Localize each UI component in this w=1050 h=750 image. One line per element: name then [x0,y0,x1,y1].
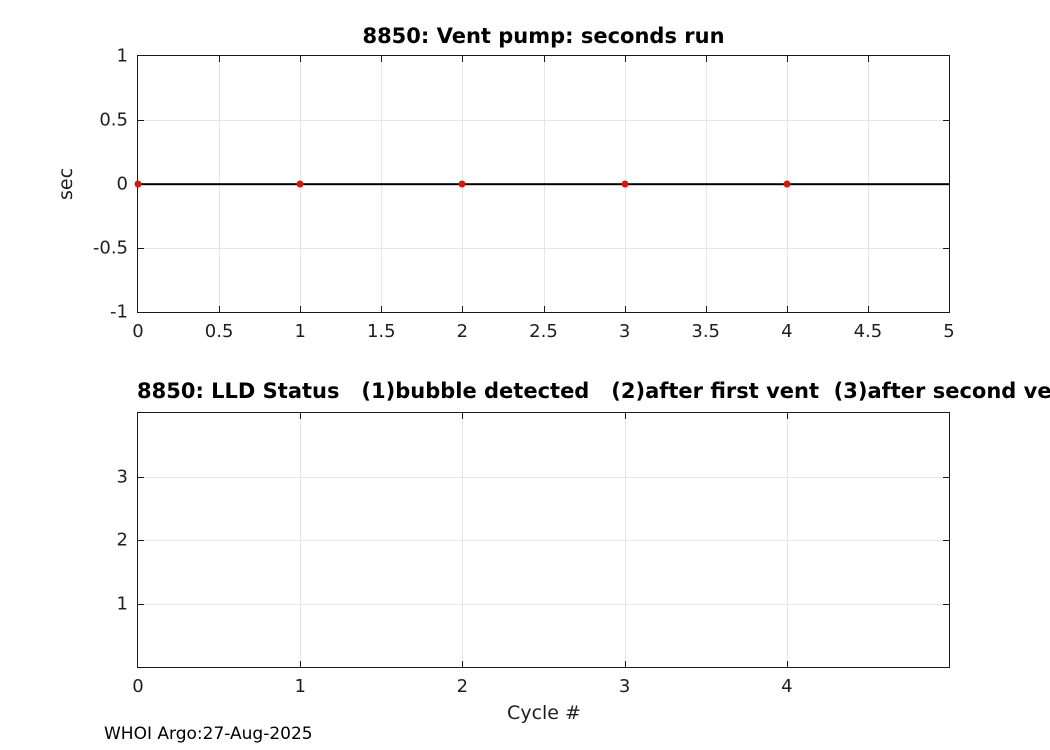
x-tick-mark [867,306,869,312]
footer-datestamp: WHOI Argo:27-Aug-2025 [104,724,313,744]
x-tick-label: 3 [618,321,631,342]
y-tick-label: -0.5 [92,237,128,259]
x-tick-label: 1.5 [366,321,396,342]
horizontal-gridline [138,120,949,121]
x-tick-label: 1 [294,321,306,342]
x-tick-mark [624,306,626,312]
y-tick-mark [138,476,144,478]
y-tick-mark [138,540,144,541]
x-tick-label: 2 [456,321,469,342]
x-tick-label: 0.5 [204,321,234,342]
x-tick-mark [462,56,464,62]
x-tick-mark [462,306,464,312]
lld-status-x-axis-label: Cycle # [507,702,581,724]
x-tick-mark [624,56,626,62]
x-tick-label: 1 [294,676,306,697]
vent-pump-y-axis-label: sec [55,167,77,201]
x-tick-mark [867,56,869,62]
x-tick-label: 4 [781,321,793,342]
y-tick-mark [943,120,949,121]
vent-pump-plot-area: 0 0.5 1 1.5 2 2.5 3 3.5 4 4.5 5 -1 -0.5 0 0.5 1 [93,46,955,343]
x-tick-mark [624,413,626,419]
x-tick-mark [381,306,383,312]
x-tick-mark [786,661,788,667]
x-tick-label: 0 [132,676,144,697]
x-tick-label: 4.5 [853,321,883,342]
horizontal-gridline [138,540,949,541]
x-tick-mark [300,413,302,419]
x-tick-mark [219,306,221,312]
data-point-marker [134,180,142,188]
x-tick-mark [219,56,221,62]
x-tick-label: 4 [781,676,793,697]
horizontal-gridline [138,476,949,478]
data-line [138,183,949,185]
horizontal-gridline [138,603,949,605]
x-tick-mark [705,56,707,62]
x-tick-mark [300,661,302,667]
y-tick-mark [943,248,949,249]
x-tick-label: 2.5 [529,321,558,342]
x-tick-label: 0 [132,321,144,342]
lld-status-chart-title: 8850: LLD Status (1)bubble detected (2)a… [137,379,1050,403]
y-tick-label: -1 [110,301,128,323]
y-tick-mark [943,476,949,478]
x-tick-mark [300,306,302,312]
y-tick-mark [138,120,144,121]
x-tick-mark [543,56,545,62]
y-tick-label: 0.5 [99,109,128,131]
data-point-marker [458,180,466,188]
vent-pump-chart-title: 8850: Vent pump: seconds run [362,24,725,48]
x-tick-mark [786,56,788,62]
x-tick-label: 2 [456,676,469,697]
y-tick-label: 1 [116,593,128,614]
x-tick-label: 5 [943,321,955,342]
y-tick-mark [943,603,949,605]
y-tick-label: 1 [116,45,128,67]
x-tick-mark [543,306,545,312]
x-tick-label: 3 [618,676,631,697]
x-tick-mark [786,306,788,312]
x-tick-mark [786,413,788,419]
y-tick-label: 2 [116,529,128,551]
x-tick-mark [462,661,464,667]
y-tick-mark [138,603,144,605]
data-point-marker [296,180,304,188]
x-tick-mark [300,56,302,62]
x-tick-mark [381,56,383,62]
y-tick-label: 0 [116,173,128,195]
x-tick-label: 3.5 [691,321,721,342]
y-tick-label: 3 [116,466,128,487]
data-point-marker [783,180,791,188]
x-tick-mark [462,413,464,419]
y-tick-mark [138,248,144,249]
y-tick-mark [943,540,949,541]
lld-status-plot-area: 0 1 2 3 4 1 2 3 [117,412,950,697]
x-tick-mark [705,306,707,312]
horizontal-gridline [138,248,949,249]
data-point-marker [621,180,629,188]
x-tick-mark [624,661,626,667]
